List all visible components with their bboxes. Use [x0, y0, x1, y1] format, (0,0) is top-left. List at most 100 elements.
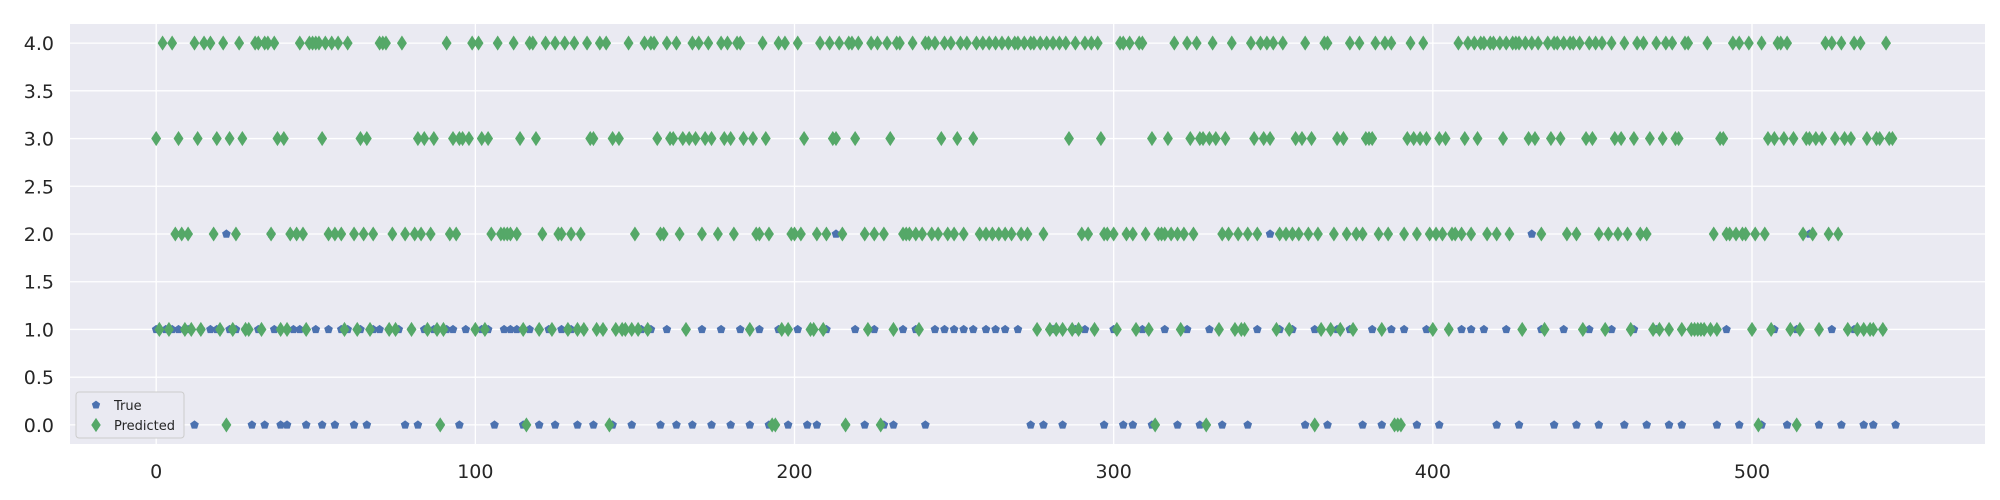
true-point [1891, 420, 1900, 429]
predicted-point [1778, 130, 1789, 147]
true-point [1782, 420, 1792, 429]
predicted-point [1571, 226, 1582, 242]
true-point [1677, 420, 1687, 429]
predicted-point [1405, 35, 1416, 51]
true-point [921, 420, 930, 429]
predicted-point [339, 321, 350, 338]
predicted-point [1242, 226, 1253, 242]
predicted-point [1472, 130, 1483, 147]
predicted-point [811, 226, 822, 242]
true-point [672, 420, 681, 429]
true-point [735, 324, 745, 334]
predicted-point [358, 226, 369, 242]
predicted-point [479, 321, 490, 338]
predicted-point [623, 35, 634, 51]
predicted-point [642, 321, 653, 338]
true-point [1501, 324, 1511, 334]
predicted-point [1214, 321, 1224, 338]
predicted-point [693, 35, 704, 51]
predicted-point [227, 321, 238, 338]
predicted-point [396, 35, 407, 51]
true-point [1664, 420, 1674, 429]
predicted-point [1150, 417, 1161, 433]
predicted-point [336, 226, 347, 242]
predicted-point [1277, 35, 1288, 51]
predicted-point [1676, 321, 1687, 338]
predicted-point [1178, 226, 1189, 242]
predicted-point [435, 417, 446, 433]
predicted-point [562, 321, 573, 338]
predicted-point [821, 226, 832, 242]
predicted-point [706, 130, 717, 147]
true-point [282, 420, 292, 429]
predicted-point [1312, 226, 1323, 242]
predicted-point [1555, 130, 1566, 147]
predicted-point [1210, 130, 1221, 147]
predicted-point [1587, 130, 1598, 147]
true-point [1619, 420, 1629, 429]
predicted-point [406, 321, 417, 338]
true-point [1549, 420, 1559, 429]
predicted-point [725, 130, 736, 147]
predicted-point [381, 35, 391, 51]
predicted-point [1386, 35, 1397, 51]
predicted-point [614, 130, 624, 147]
true-point [1837, 420, 1846, 429]
x-tick-label: 0 [150, 461, 162, 483]
predicted-point [629, 226, 640, 242]
y-tick-label: 1.0 [24, 319, 54, 341]
predicted-point [192, 130, 203, 147]
y-tick-label: 0.0 [24, 415, 54, 437]
predicted-point [1233, 226, 1244, 242]
true-point [455, 420, 464, 429]
predicted-point [1306, 130, 1317, 147]
predicted-point [1140, 226, 1151, 242]
legend-box [75, 391, 185, 439]
predicted-point [1293, 226, 1304, 242]
predicted-point [186, 321, 197, 338]
predicted-point [1791, 417, 1802, 433]
predicted-point [1622, 226, 1633, 242]
predicted-point [428, 130, 439, 147]
predicted-point [278, 130, 289, 147]
predicted-point [515, 130, 525, 147]
true-point [400, 420, 410, 429]
predicted-point [1239, 321, 1250, 338]
predicted-point [1718, 130, 1729, 147]
predicted-point [872, 35, 883, 51]
predicted-point [1131, 321, 1141, 338]
predicted-point [949, 226, 960, 242]
predicted-point [1399, 226, 1410, 242]
predicted-point [604, 417, 615, 433]
predicted-point [882, 35, 893, 51]
predicted-point [537, 226, 548, 242]
predicted-point [1823, 226, 1834, 242]
predicted-point [888, 321, 899, 338]
predicted-point [1411, 226, 1422, 242]
true-point [662, 324, 672, 334]
predicted-point [1638, 35, 1649, 51]
predicted-point [1207, 35, 1218, 51]
predicted-point [885, 130, 896, 147]
predicted-point [470, 321, 481, 338]
predicted-point [1437, 226, 1448, 242]
predicted-point [521, 417, 532, 433]
predicted-point [1769, 130, 1780, 147]
true-point [413, 420, 423, 429]
predicted-point [1338, 130, 1349, 147]
x-tick-label: 300 [1096, 461, 1132, 483]
true-point [898, 324, 908, 334]
predicted-point [508, 35, 519, 51]
predicted-point [1284, 321, 1295, 338]
true-point [260, 420, 270, 429]
true-point [981, 324, 991, 334]
predicted-point [862, 321, 873, 338]
predicted-point [1348, 321, 1359, 338]
predicted-point [1836, 35, 1847, 51]
predicted-point [834, 35, 845, 51]
predicted-point [1612, 226, 1623, 242]
true-point [1128, 420, 1138, 429]
predicted-point [578, 321, 589, 338]
predicted-point [760, 130, 771, 147]
true-point [850, 324, 860, 334]
